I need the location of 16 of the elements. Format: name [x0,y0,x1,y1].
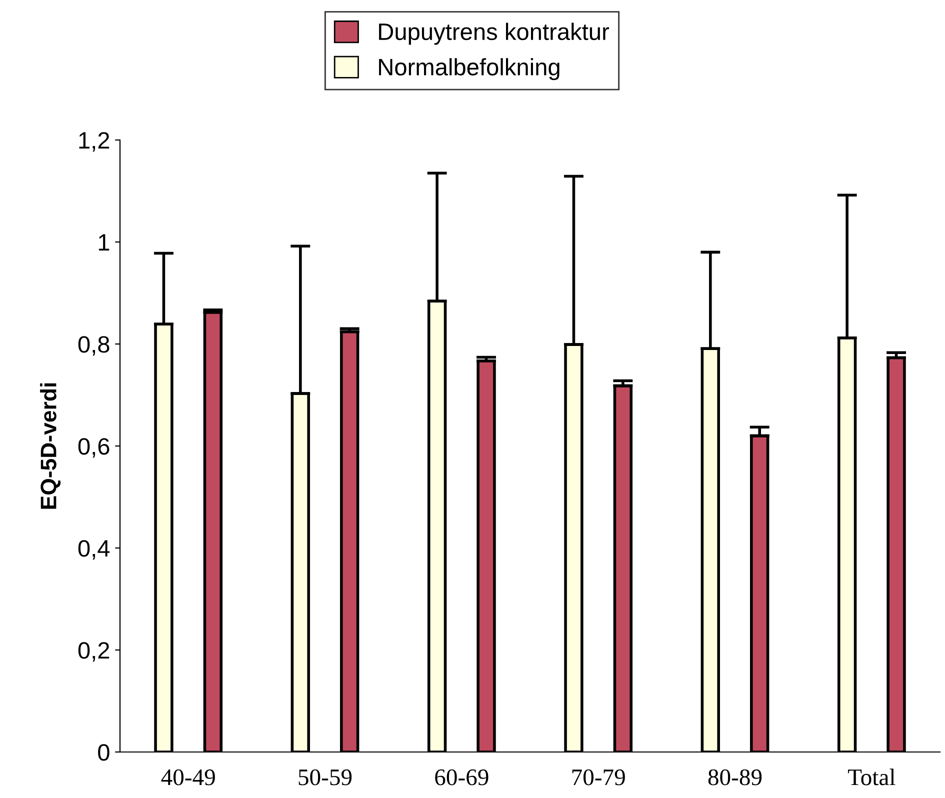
y-tick-label: 1 [98,234,110,251]
y-tick-label: 0,2 [78,642,110,662]
x-tick-label: 40-49 [161,769,215,786]
y-tick-label: 0,8 [78,336,110,356]
y-axis-title: EQ-5D-verdi [40,383,61,509]
legend-label: Dupuytrens kontraktur [379,22,610,45]
y-tick-label: 0,4 [78,540,110,560]
y-tick-label: 0 [98,744,110,761]
y-tick-label: 1,2 [79,132,110,152]
x-tick-label: 70-79 [572,769,625,786]
legend-label: Normalbefolkning [379,58,560,80]
x-tick-label: 60-69 [435,769,488,786]
x-tick-label: 80-89 [708,769,762,786]
x-tick-label: Total [848,768,896,786]
y-tick-label: 0,6 [78,438,110,458]
x-tick-label: 50-59 [298,769,352,786]
